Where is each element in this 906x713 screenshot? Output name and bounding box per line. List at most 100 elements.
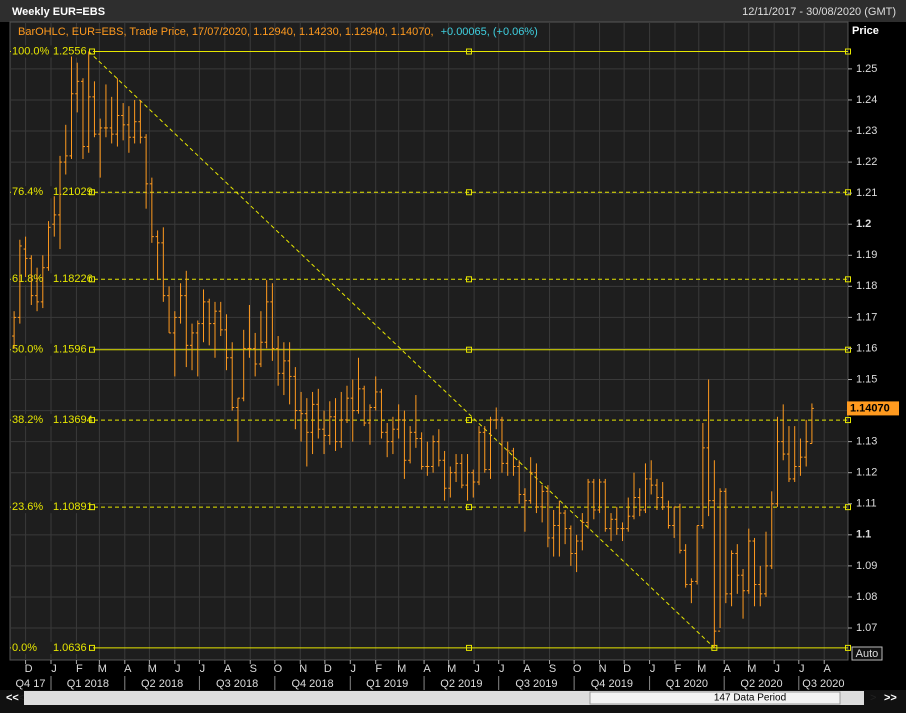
ohlc-bar <box>643 463 648 514</box>
x-tick-label: A <box>724 663 732 675</box>
ohlc-bar <box>631 472 636 520</box>
x-tick-label: A <box>523 663 531 675</box>
auto-button[interactable] <box>851 646 883 661</box>
x-tick-label: M <box>397 663 406 675</box>
last-button[interactable]: >> <box>884 692 897 704</box>
ohlc-bar <box>436 429 441 467</box>
ohlc-bar <box>563 509 568 545</box>
x-tick-label: N <box>599 663 607 675</box>
fib-percent: 61.8% <box>12 273 43 285</box>
ohlc-bar <box>264 280 269 349</box>
ohlc-bar <box>23 236 28 278</box>
ohlc-bar <box>281 342 286 396</box>
ohlc-bar <box>40 255 45 309</box>
ohlc-bar <box>121 103 126 141</box>
x-tick-label: J <box>51 663 57 675</box>
quarter-label: Q3 2018 <box>216 678 258 690</box>
ohlc-bar <box>454 454 459 483</box>
next-button[interactable]: > <box>870 692 876 704</box>
ohlc-bar <box>666 500 671 529</box>
fib-handle <box>845 189 851 196</box>
ohlc-bar <box>683 544 688 588</box>
fib-price: 1.18226 <box>53 273 93 285</box>
ohlc-bar <box>545 485 550 548</box>
x-tick-label: F <box>675 663 682 675</box>
x-tick-label: J <box>175 663 181 675</box>
period-label: 147 Data Period <box>714 693 786 704</box>
fib-price: 1.0636 <box>53 642 87 654</box>
y-tick-label: 1.19 <box>856 249 877 261</box>
x-tick-label: O <box>573 663 582 675</box>
ohlc-bar <box>52 196 57 237</box>
date-range: 12/11/2017 - 30/08/2020 (GMT) <box>742 6 896 18</box>
ohlc-bar <box>241 329 246 402</box>
ohlc-bar <box>287 342 292 405</box>
x-tick-label: F <box>375 663 382 675</box>
ohlc-bar <box>425 441 430 476</box>
fib-handle <box>466 417 472 424</box>
x-tick-label: J <box>650 663 656 675</box>
prev-button[interactable]: < <box>18 692 24 704</box>
last-price-label: 1.14070 <box>850 402 890 414</box>
x-tick-label: O <box>274 663 283 675</box>
fib-label-bg <box>11 45 93 58</box>
ohlc-bar <box>190 323 195 371</box>
ohlc-bar <box>792 426 797 483</box>
ohlc-bar <box>540 485 545 523</box>
axes: 1.071.081.091.11.111.121.131.141.151.161… <box>16 63 899 690</box>
ohlc-bar <box>614 506 619 535</box>
fib-percent: 0.0% <box>12 642 37 654</box>
y-tick-label: 1.2 <box>856 218 871 230</box>
ohlc-bar <box>235 397 240 442</box>
fib-handle <box>466 48 472 55</box>
ohlc-bar <box>207 298 212 346</box>
ohlc-bar <box>327 401 332 445</box>
ohlc-bar <box>373 376 378 411</box>
ohlc-bar <box>333 398 338 451</box>
y-tick-label: 1.21 <box>856 187 877 199</box>
x-tick-label: A <box>224 663 232 675</box>
ohlc-bar <box>316 388 321 439</box>
fib-percent: 76.4% <box>12 186 43 198</box>
ohlc-bar <box>126 106 131 153</box>
scrollbar-thumb[interactable] <box>589 691 841 705</box>
ohlc-bar <box>591 478 596 520</box>
quarter-label: Q1 2019 <box>366 678 408 690</box>
x-tick-label: J <box>799 663 805 675</box>
fib-price: 1.1596 <box>53 344 87 356</box>
ohlc-bar <box>178 283 183 324</box>
ohlc-bar <box>431 435 436 473</box>
y-tick-label: 1.24 <box>856 94 877 106</box>
y-tick-label: 1.1 <box>856 529 871 541</box>
ohlc-bar <box>700 423 705 529</box>
x-tick-label: J <box>774 663 780 675</box>
x-tick-label: M <box>447 663 456 675</box>
ohlc-bar <box>517 460 522 504</box>
ohlc-bar <box>161 227 166 302</box>
ohlc-bar <box>184 270 189 368</box>
fib-handle <box>466 644 472 651</box>
quarter-label: Q1 2018 <box>67 678 109 690</box>
y-tick-label: 1.11 <box>856 498 877 510</box>
ohlc-bar <box>419 432 424 470</box>
ohlc-bar <box>17 239 22 324</box>
fib-handle <box>89 417 95 424</box>
title-bar <box>0 0 906 22</box>
x-tick-label: D <box>623 663 631 675</box>
quarter-label: Q1 2020 <box>666 678 708 690</box>
ohlc-bar <box>390 416 395 455</box>
ohlc-bar <box>103 84 108 138</box>
auto-button-label[interactable]: Auto <box>856 648 879 660</box>
ohlc-bar <box>574 534 579 573</box>
ohlc-bar <box>356 357 361 414</box>
ohlc-bar <box>488 416 493 479</box>
fib-handle <box>845 504 851 511</box>
ohlc-bar <box>471 469 476 498</box>
ohlc-bar <box>597 478 602 514</box>
ohlc-bar <box>69 56 74 159</box>
ohlc-bar <box>322 410 327 455</box>
first-button[interactable]: << <box>6 692 19 704</box>
ohlc-bar <box>729 550 734 607</box>
ohlc-bar <box>367 404 372 445</box>
ohlc-bar <box>551 509 556 557</box>
